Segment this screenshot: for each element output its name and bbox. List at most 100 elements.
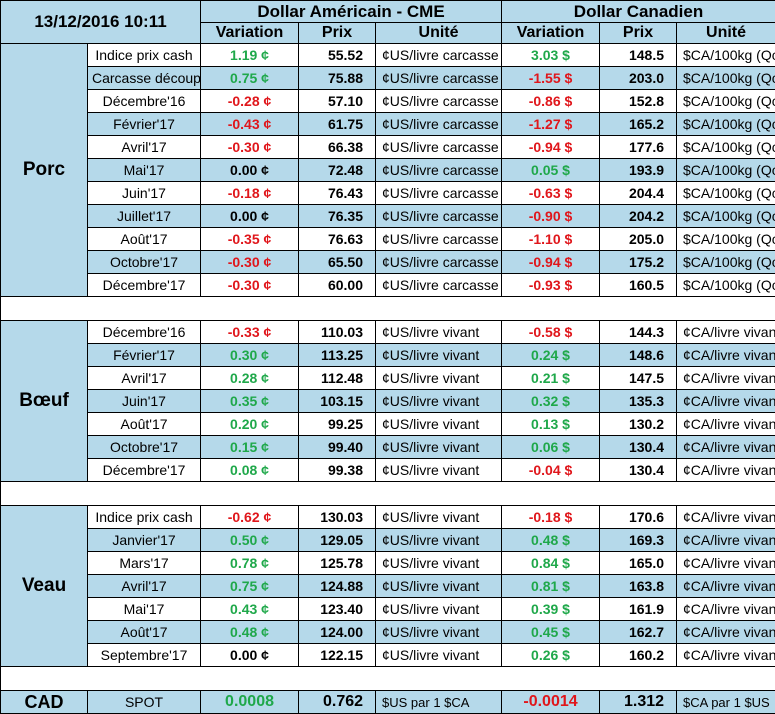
usd-price: 55.52: [298, 43, 377, 67]
usd-price: 99.25: [298, 412, 377, 436]
cad-price: 160.2: [599, 643, 678, 667]
cad-price: 130.4: [599, 458, 678, 482]
cad-unit: $CA/100kg (Qc): [676, 43, 775, 67]
usd-unit: ¢US/livre vivant: [375, 389, 503, 413]
table-row: Décembre'17 -0.30 ¢ 60.00 ¢US/livre carcass…: [1, 273, 775, 297]
usd-price: 123.40: [298, 597, 377, 621]
usd-variation: 0.08 ¢: [200, 458, 300, 482]
cad-variation: -1.27 $: [501, 112, 601, 136]
cad-price: 152.8: [599, 89, 678, 113]
usd-variation: 0.00 ¢: [200, 643, 300, 667]
usd-variation: -0.18 ¢: [200, 181, 300, 205]
cad-price: 160.5: [599, 273, 678, 297]
usd-unit: ¢US/livre vivant: [375, 597, 503, 621]
cad-unit: ¢CA/livre vivant: [676, 528, 775, 552]
contract-label: Octobre'17: [86, 435, 202, 459]
table-row: Février'17 -0.43 ¢ 61.75 ¢US/livre carcasse…: [1, 112, 775, 136]
cad-unit: ¢CA/livre vivant: [676, 574, 775, 598]
usd-price: 122.15: [298, 643, 377, 667]
table-row: Août'17 -0.35 ¢ 76.63 ¢US/livre carcasse -1.…: [1, 227, 775, 251]
cad-unit: $CA/100kg (Qc): [676, 250, 775, 274]
contract-label: Carcasse découpée: [86, 66, 202, 90]
contract-label: Décembre'16: [86, 89, 202, 113]
table-row: Carcasse découpée0.75 ¢75.88¢US/livre ca…: [1, 66, 775, 90]
table-row: Mai'17 0.00 ¢ 72.48 ¢US/livre carcasse 0.05 …: [1, 158, 775, 182]
usd-variation: -0.35 ¢: [200, 227, 300, 251]
usd-unit: ¢US/livre vivant: [375, 528, 503, 552]
cad-unit: ¢CA/livre vivant: [676, 458, 775, 482]
cad-variation: -0.93 $: [501, 273, 601, 297]
usd-variation: 0.35 ¢: [200, 389, 300, 413]
cad-variation-header: Variation: [501, 22, 601, 44]
usd-variation: 0.75 ¢: [200, 574, 300, 598]
usd-variation-header: Variation: [200, 22, 300, 44]
table-row: Juin'17 0.35 ¢ 103.15 ¢US/livre vivant 0.32 …: [1, 389, 775, 413]
cad-variation: -1.10 $: [501, 227, 601, 251]
header-row-2: Variation Prix Unité Variation Prix Unit…: [1, 22, 775, 44]
usd-unit: ¢US/livre vivant: [375, 620, 503, 644]
usd-variation: 0.15 ¢: [200, 435, 300, 459]
separator-cell: [0, 481, 775, 506]
cad-unit: $CA/100kg (Qc): [676, 227, 775, 251]
cad-unit: $CA/100kg (Qc): [676, 158, 775, 182]
usd-unit: ¢US/livre carcasse: [375, 250, 503, 274]
table-row: Octobre'17 0.15 ¢ 99.40 ¢US/livre vivant 0.0…: [1, 435, 775, 459]
cad-price: 204.4: [599, 181, 678, 205]
usd-price: 76.43: [298, 181, 377, 205]
cad-price: 177.6: [599, 135, 678, 159]
usd-price: 76.35: [298, 204, 377, 228]
cad-variation: 0.13 $: [501, 412, 601, 436]
usd-unit: ¢US/livre carcasse: [375, 227, 503, 251]
usd-unit: ¢US/livre carcasse: [375, 204, 503, 228]
contract-label: Décembre'17: [86, 273, 202, 297]
contract-label: Septembre'17: [86, 643, 202, 667]
contract-label: Décembre'16: [86, 320, 202, 344]
usd-unit: ¢US/livre vivant: [375, 505, 503, 529]
usd-variation: 0.43 ¢: [200, 597, 300, 621]
cad-variation: -0.0014: [501, 690, 601, 714]
usd-price: 125.78: [298, 551, 377, 575]
contract-label: Indice prix cash: [86, 505, 202, 529]
cad-price: 1.312: [599, 690, 678, 714]
cad-price: 165.0: [599, 551, 678, 575]
usd-variation: -0.30 ¢: [200, 250, 300, 274]
cad-unit: ¢CA/livre vivant: [676, 320, 775, 344]
contract-label: Avril'17: [86, 135, 202, 159]
usd-unit: ¢US/livre vivant: [375, 343, 503, 367]
cad-price-header: Prix: [599, 22, 678, 44]
cad-unit: $CA/100kg (Qc): [676, 89, 775, 113]
usd-section-title: Dollar Américain - CME: [200, 0, 503, 23]
usd-unit: ¢US/livre carcasse: [375, 135, 503, 159]
usd-price: 66.38: [298, 135, 377, 159]
usd-variation: 0.00 ¢: [200, 204, 300, 228]
cad-variation: 0.48 $: [501, 528, 601, 552]
cad-unit: ¢CA/livre vivant: [676, 343, 775, 367]
usd-price: 0.762: [298, 690, 377, 714]
usd-unit: ¢US/livre carcasse: [375, 43, 503, 67]
cad-variation: -1.55 $: [501, 66, 601, 90]
table-row: Décembre'16 -0.28 ¢ 57.10 ¢US/livre carcass…: [1, 89, 775, 113]
contract-label: Indice prix cash: [86, 43, 202, 67]
cad-unit: ¢CA/livre vivant: [676, 620, 775, 644]
contract-label: Juin'17: [86, 181, 202, 205]
cad-unit: $CA/100kg (Qc): [676, 181, 775, 205]
cad-variation: 0.45 $: [501, 620, 601, 644]
usd-unit: ¢US/livre carcasse: [375, 66, 503, 90]
table-row: Juillet'17 0.00 ¢ 76.35 ¢US/livre carcasse -…: [1, 204, 775, 228]
table-row: Décembre'17 0.08 ¢ 99.38 ¢US/livre vivant -0…: [1, 458, 775, 482]
timestamp: 13/12/2016 10:11: [0, 0, 202, 44]
usd-price: 113.25: [298, 343, 377, 367]
usd-price: 103.15: [298, 389, 377, 413]
table-row: Bœuf Décembre'16 -0.33 ¢ 110.03 ¢US/livre vi…: [0, 320, 775, 482]
usd-unit-header: Unité: [375, 22, 503, 44]
contract-label: Février'17: [86, 112, 202, 136]
cad-variation: 0.84 $: [501, 551, 601, 575]
usd-variation: -0.28 ¢: [200, 89, 300, 113]
usd-variation: 0.30 ¢: [200, 343, 300, 367]
usd-price: 60.00: [298, 273, 377, 297]
contract-label: Juillet'17: [86, 204, 202, 228]
cad-unit: $CA/100kg (Qc): [676, 204, 775, 228]
cad-price: 193.9: [599, 158, 678, 182]
cad-variation: -0.94 $: [501, 135, 601, 159]
cad-variation: 0.81 $: [501, 574, 601, 598]
